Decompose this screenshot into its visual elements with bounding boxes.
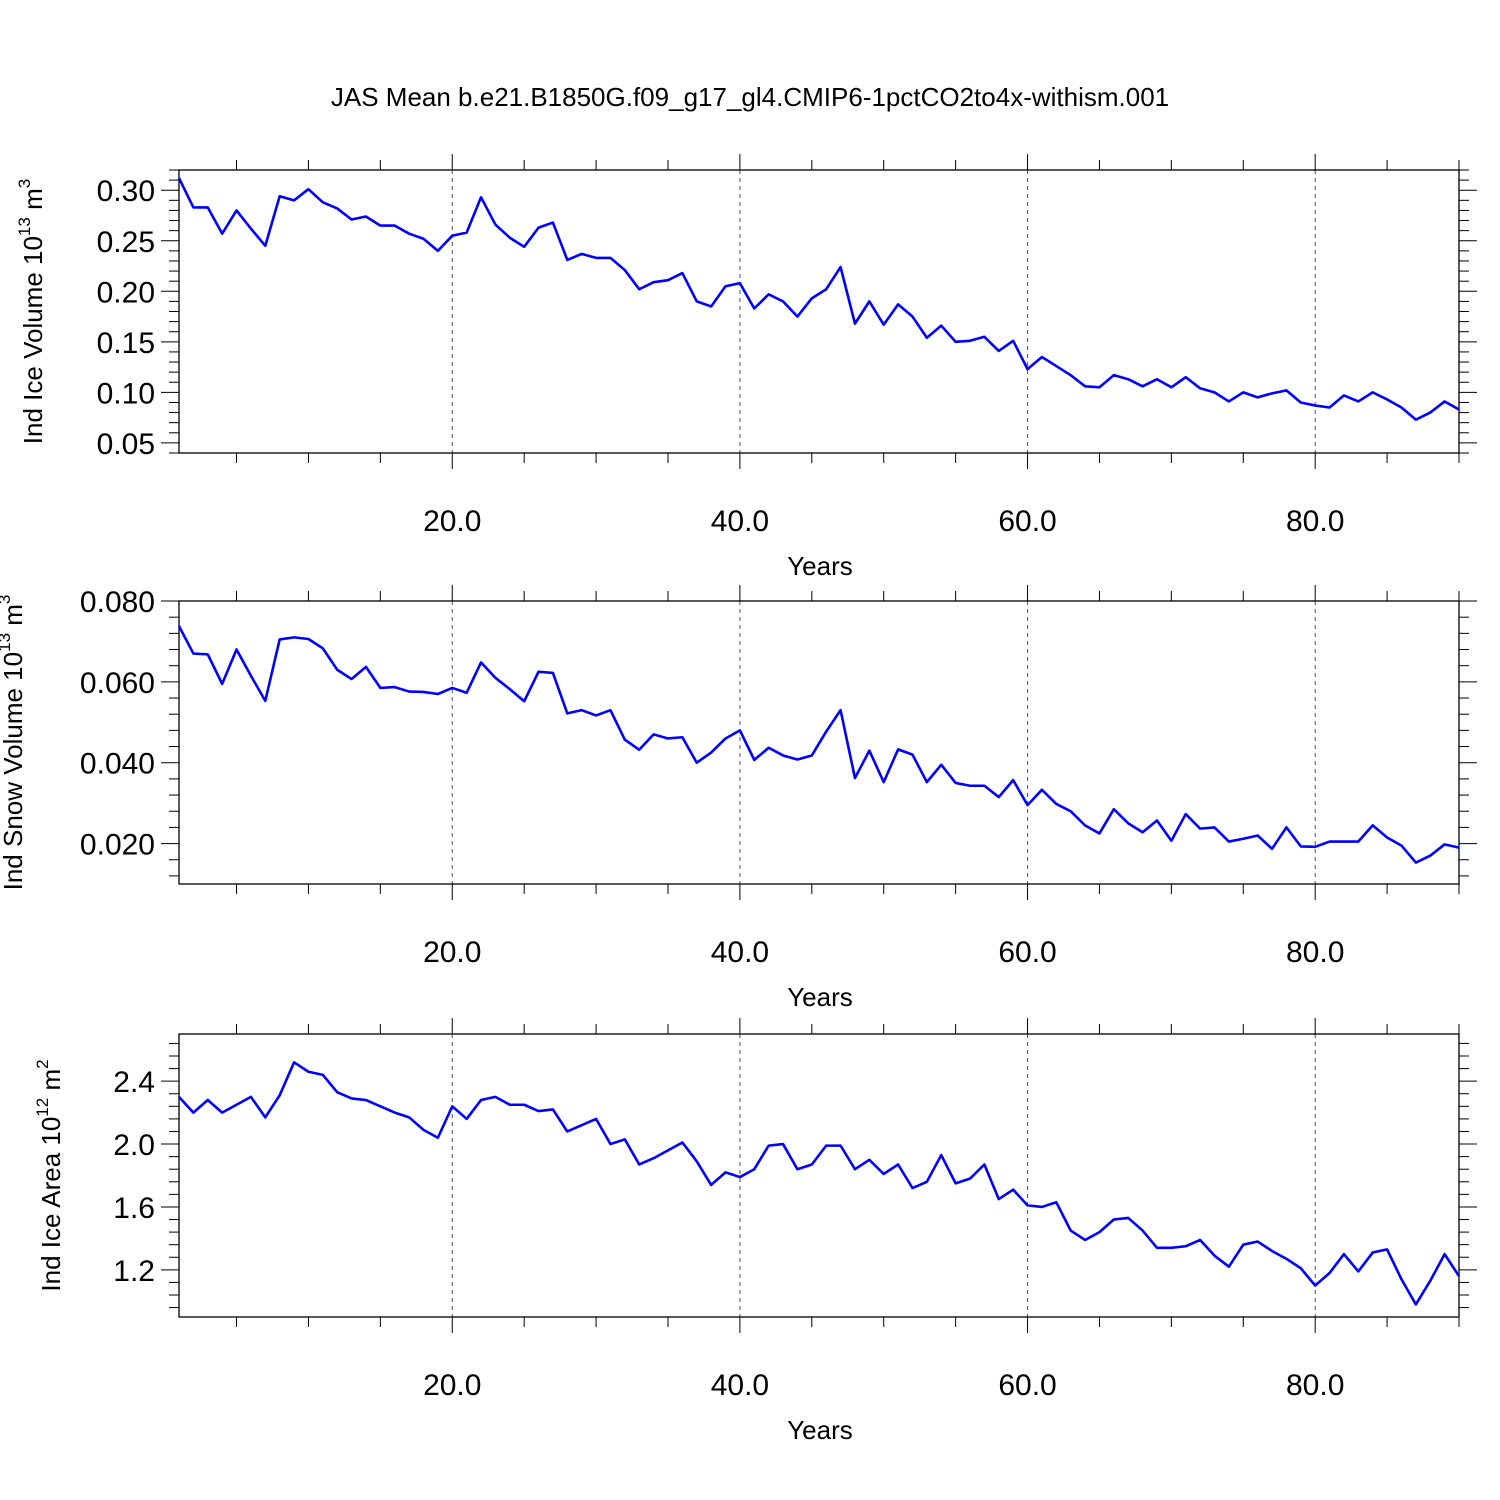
y-tick-label: 0.30 xyxy=(97,175,155,208)
plot-frame xyxy=(178,1033,1460,1318)
y-axis-label-main: Ind Ice Area 10 xyxy=(36,1117,66,1292)
x-tick-label: 60.0 xyxy=(998,936,1056,969)
x-tick-label: 80.0 xyxy=(1286,1369,1344,1402)
panel-1: 0.05 0.10 0.15 0.20 0.25 0.30 20.0 40.0 60.0 80.0… xyxy=(15,154,1477,581)
y-tick-label: 0.020 xyxy=(80,829,155,862)
x-tick-label: 20.0 xyxy=(423,1369,481,1402)
y-axis-label-main: Ind Snow Volume 10 xyxy=(0,652,28,891)
series-line xyxy=(177,625,1460,864)
x-tick-label: 40.0 xyxy=(711,936,769,969)
y-tick-label: 0.080 xyxy=(80,586,155,619)
y-tick-label: 0.040 xyxy=(80,748,155,781)
y-tick-label: 1.2 xyxy=(113,1255,155,1288)
plot-frame xyxy=(178,169,1460,454)
y-axis-label-unit: m xyxy=(0,604,28,633)
series-line xyxy=(178,1061,1461,1306)
y-tick-label: 0.15 xyxy=(97,327,155,360)
y-tick-label: 1.6 xyxy=(113,1192,155,1225)
panel-2: 0.020 0.040 0.060 0.080 20.0 40.0 60.0 80.0 Year… xyxy=(0,585,1477,1012)
y-axis-label-exponent: 12 xyxy=(33,1098,52,1117)
y-axis-label: Ind Snow Volume 1013 m3 xyxy=(0,595,28,891)
y-tick-label: 2.0 xyxy=(113,1129,155,1162)
y-axis-label: Ind Ice Volume 1013 m3 xyxy=(15,179,48,444)
y-tick-label: 0.10 xyxy=(97,377,155,410)
x-tick-label: 60.0 xyxy=(998,1369,1056,1402)
plot-frame xyxy=(178,600,1460,885)
y-tick-label: 2.4 xyxy=(113,1066,155,1099)
y-axis-label-unit-exponent: 2 xyxy=(33,1059,52,1068)
x-axis-label: Years xyxy=(787,982,853,1012)
panel-3: 1.2 1.6 2.0 2.4 20.0 40.0 60.0 80.0 Years Ind Ice… xyxy=(33,1018,1477,1445)
y-tick-label: 0.25 xyxy=(97,226,155,259)
series-line xyxy=(177,177,1460,421)
y-axis-label-unit-exponent: 3 xyxy=(0,595,14,604)
x-tick-label: 80.0 xyxy=(1286,505,1344,538)
y-axis-label-unit: m xyxy=(36,1069,66,1098)
x-tick-label: 20.0 xyxy=(423,936,481,969)
x-tick-label: 20.0 xyxy=(423,505,481,538)
y-axis-label-unit-exponent: 3 xyxy=(15,179,34,188)
x-tick-label: 40.0 xyxy=(711,505,769,538)
x-tick-label: 60.0 xyxy=(998,505,1056,538)
y-axis-label-unit: m xyxy=(18,188,48,217)
y-axis-label: Ind Ice Area 1012 m2 xyxy=(33,1059,66,1291)
y-axis-label-exponent: 13 xyxy=(15,217,34,236)
x-axis-label: Years xyxy=(787,1415,853,1445)
x-tick-label: 80.0 xyxy=(1286,936,1344,969)
y-tick-label: 0.05 xyxy=(97,428,155,461)
x-tick-label: 40.0 xyxy=(711,1369,769,1402)
chart-title: JAS Mean b.e21.B1850G.f09_g17_gl4.CMIP6-… xyxy=(331,82,1169,112)
y-tick-label: 0.20 xyxy=(97,276,155,309)
x-axis-label: Years xyxy=(787,551,853,581)
y-axis-label-exponent: 13 xyxy=(0,633,14,652)
y-axis-label-main: Ind Ice Volume 10 xyxy=(18,236,48,444)
y-tick-label: 0.060 xyxy=(80,667,155,700)
